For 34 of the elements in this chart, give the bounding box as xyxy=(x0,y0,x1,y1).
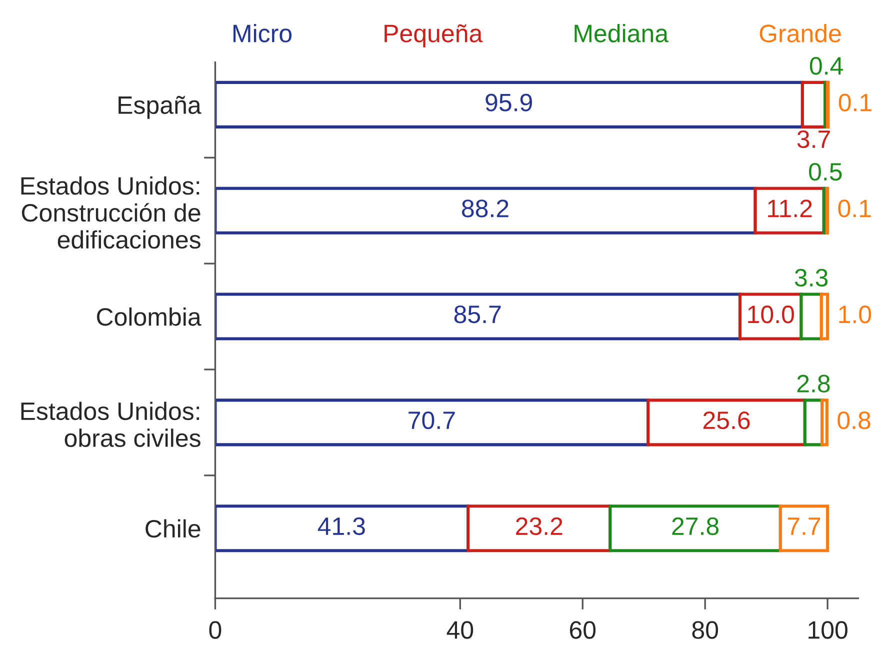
data-label: 1.0 xyxy=(839,306,872,324)
data-label: 0.1 xyxy=(838,200,871,218)
x-tick-label: 60 xyxy=(570,621,596,639)
data-label: 2.8 xyxy=(797,374,830,392)
data-label: 11.2 xyxy=(768,200,812,218)
data-label: 0.8 xyxy=(838,411,870,430)
data-label: 3.3 xyxy=(794,268,828,287)
data-label: 95.9 xyxy=(486,94,532,112)
y-tick-label: Estados Unidos: Construcción de edificaciones xyxy=(21,176,200,249)
data-label: 0.1 xyxy=(838,94,872,112)
data-label: 70.7 xyxy=(408,411,455,430)
x-tick-label: 40 xyxy=(446,621,474,639)
data-label: 0.4 xyxy=(810,57,843,75)
data-label: 7.7 xyxy=(788,518,820,535)
data-label: 41.3 xyxy=(318,517,365,536)
x-tick-label: 80 xyxy=(692,621,718,639)
y-tick-label: Estados Unidos: obras civiles xyxy=(21,402,200,448)
data-label: 3.7 xyxy=(797,130,830,148)
data-label: 25.6 xyxy=(703,411,750,430)
data-label: 0.5 xyxy=(809,162,842,181)
data-label: 23.2 xyxy=(516,517,562,536)
x-tick-label: 100 xyxy=(808,621,848,639)
text: Mediana xyxy=(574,24,669,42)
y-tick-label: España xyxy=(118,96,202,119)
data-label: 88.2 xyxy=(462,200,508,218)
data-label: 27.8 xyxy=(672,517,719,536)
text: Pequeña xyxy=(384,24,483,48)
data-label: 85.7 xyxy=(454,306,501,324)
y-tick-label: Chile xyxy=(146,519,200,538)
x-tick-label: 0 xyxy=(209,621,222,639)
series-label: Grande xyxy=(760,24,841,42)
y-tick-label: Colombia xyxy=(96,307,202,326)
data-label: 10.0 xyxy=(748,306,794,324)
series-label: Micro xyxy=(234,24,292,42)
